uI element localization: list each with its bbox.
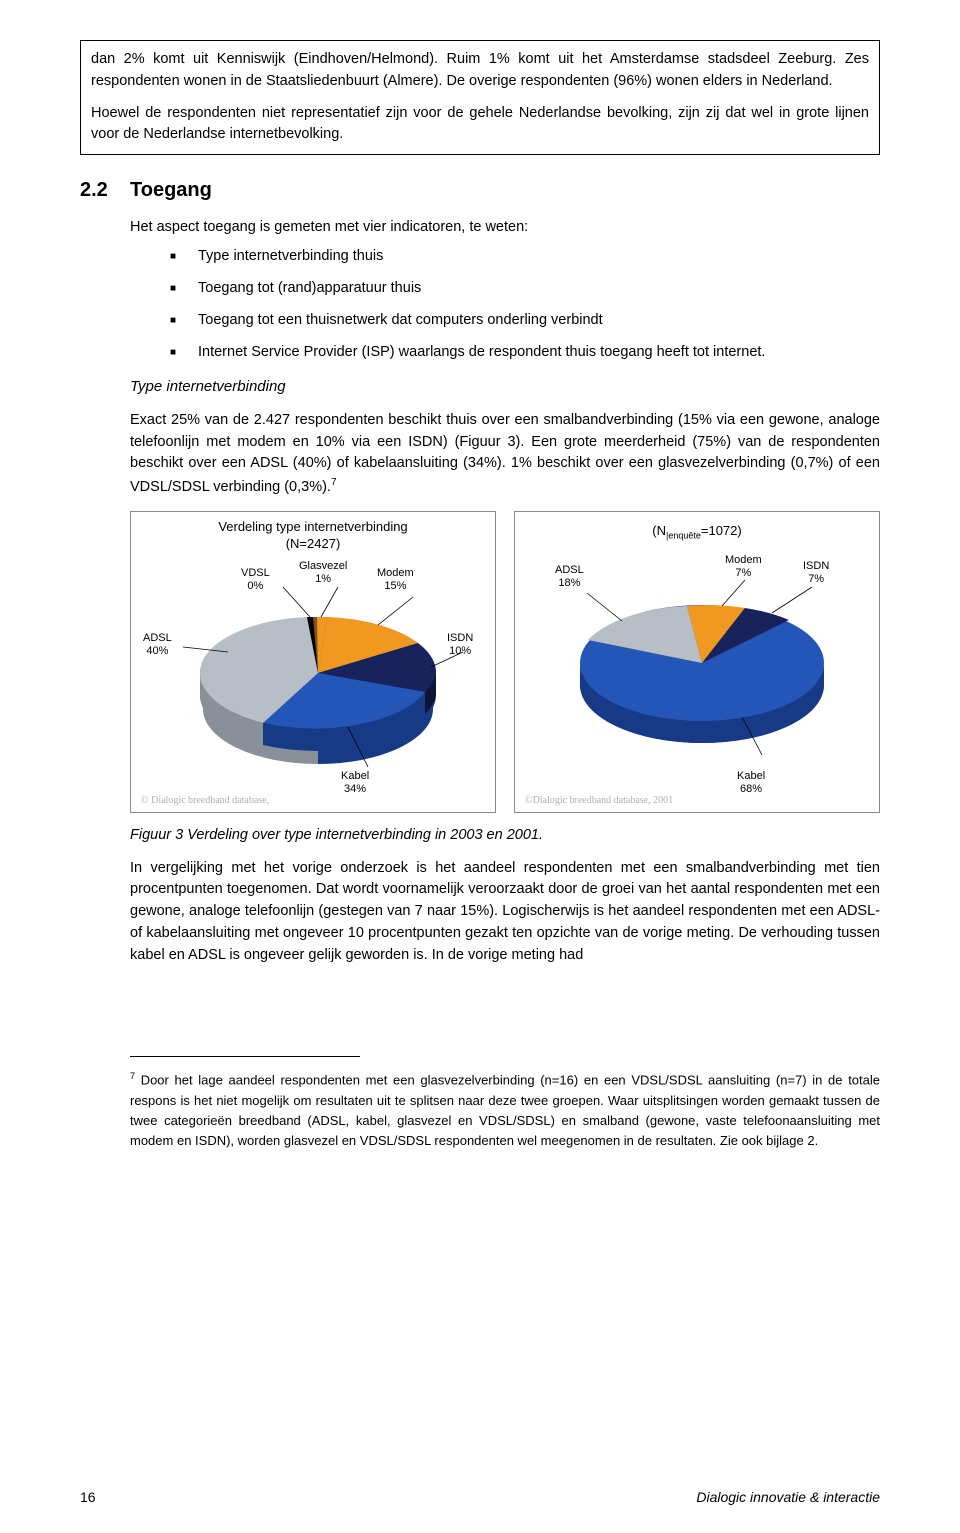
section-title: Toegang xyxy=(130,179,212,202)
page-number: 16 xyxy=(80,1489,96,1505)
slice-label-isdn: ISDN 7% xyxy=(803,560,829,586)
list-item: Internet Service Provider (ISP) waarlang… xyxy=(170,342,880,364)
list-item: Type internetverbinding thuis xyxy=(170,246,880,268)
slice-label-adsl: ADSL 18% xyxy=(555,564,584,590)
footnote: 7 Door het lage aandeel respondenten met… xyxy=(130,1070,880,1151)
closing-paragraph: In vergelijking met het vorige onderzoek… xyxy=(130,858,880,967)
pie-chart-1 xyxy=(143,557,483,782)
page-footer: 16 Dialogic innovatie & interactie xyxy=(80,1489,880,1505)
chart-2001: (N|enquête=1072) xyxy=(514,511,880,813)
list-item: Toegang tot (rand)apparatuur thuis xyxy=(170,278,880,300)
slice-label-glasvezel: Glasvezel 1% xyxy=(299,560,347,586)
section-intro: Het aspect toegang is gemeten met vier i… xyxy=(130,217,880,239)
chart-title: (N|enquête=1072) xyxy=(523,522,871,542)
slice-label-modem: Modem 7% xyxy=(725,554,762,580)
chart-copyright: ©Dialogic breedband database, 2001 xyxy=(525,795,673,806)
box-paragraph-1: dan 2% komt uit Kenniswijk (Eindhoven/He… xyxy=(91,49,869,93)
section-number: 2.2 xyxy=(80,179,130,202)
slice-label-kabel: Kabel 34% xyxy=(341,770,369,796)
slice-label-modem: Modem 15% xyxy=(377,567,414,593)
chart-copyright: © Dialogic breedband database, xyxy=(141,795,269,806)
slice-label-kabel: Kabel 68% xyxy=(737,770,765,796)
charts-row: Verdeling type internetverbinding (N=242… xyxy=(130,511,880,813)
project-name: Dialogic innovatie & interactie xyxy=(696,1489,880,1505)
info-box: dan 2% komt uit Kenniswijk (Eindhoven/He… xyxy=(80,40,880,155)
indicator-list: Type internetverbinding thuis Toegang to… xyxy=(170,246,880,363)
chart-2003: Verdeling type internetverbinding (N=242… xyxy=(130,511,496,813)
section-heading: 2.2 Toegang xyxy=(80,179,880,202)
section-body: Exact 25% van de 2.427 respondenten besc… xyxy=(130,410,880,499)
footnote-separator xyxy=(130,1056,360,1057)
subheading: Type internetverbinding xyxy=(130,378,880,395)
figure-caption: Figuur 3 Verdeling over type internetver… xyxy=(130,827,880,843)
list-item: Toegang tot een thuisnetwerk dat compute… xyxy=(170,310,880,332)
box-paragraph-2: Hoewel de respondenten niet representati… xyxy=(91,103,869,147)
slice-label-adsl: ADSL 40% xyxy=(143,632,172,658)
chart-title: Verdeling type internetverbinding (N=242… xyxy=(139,518,487,553)
slice-label-vdsl: VDSL 0% xyxy=(241,567,270,593)
slice-label-isdn: ISDN 10% xyxy=(447,632,473,658)
